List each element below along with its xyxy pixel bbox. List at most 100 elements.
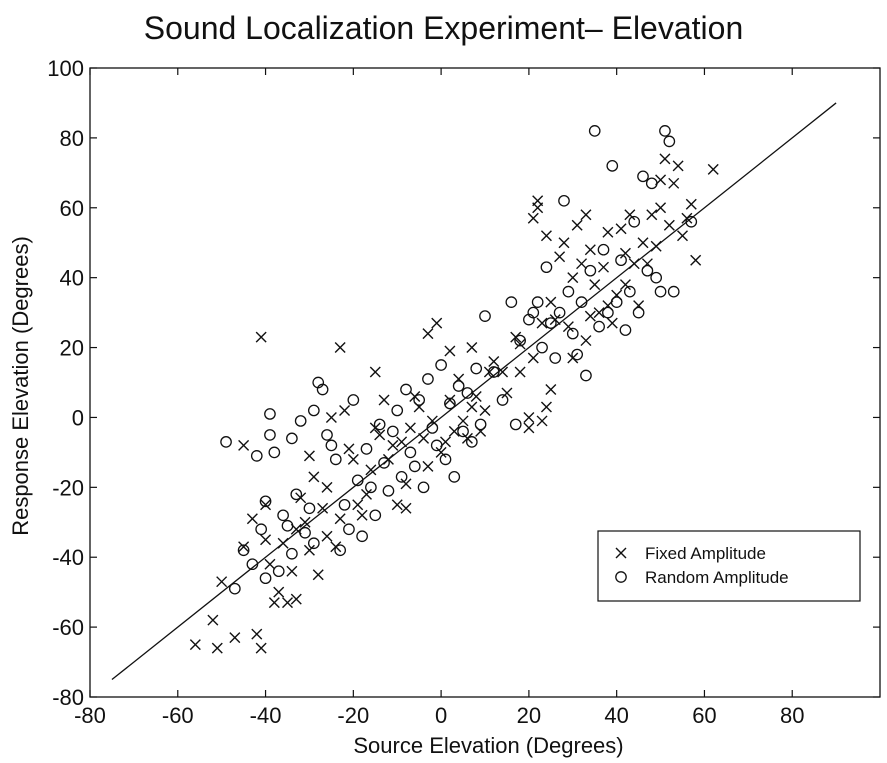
data-point-fixed-amplitude xyxy=(343,443,355,455)
y-tick-label: 60 xyxy=(60,196,84,221)
data-point-random-amplitude xyxy=(382,484,395,497)
data-point-random-amplitude xyxy=(575,296,588,308)
data-point-fixed-amplitude xyxy=(488,356,500,368)
data-point-random-amplitude xyxy=(307,537,320,550)
data-point-random-amplitude xyxy=(417,481,430,494)
data-point-random-amplitude xyxy=(615,254,627,267)
data-point-fixed-amplitude xyxy=(238,541,250,553)
data-point-fixed-amplitude xyxy=(246,513,258,525)
legend-marker-fixed-amplitude xyxy=(615,547,627,559)
data-point-fixed-amplitude xyxy=(457,415,469,427)
y-tick-label: 80 xyxy=(60,126,84,151)
data-point-fixed-amplitude xyxy=(303,544,315,556)
data-point-fixed-amplitude xyxy=(374,429,386,441)
data-point-random-amplitude xyxy=(496,394,509,406)
data-point-random-amplitude xyxy=(286,547,298,560)
data-point-random-amplitude xyxy=(474,418,487,431)
data-points xyxy=(189,125,719,654)
data-point-random-amplitude xyxy=(663,135,676,148)
data-point-fixed-amplitude xyxy=(479,404,491,416)
data-point-fixed-amplitude xyxy=(540,401,552,413)
plot-frame xyxy=(89,67,881,698)
data-point-fixed-amplitude xyxy=(602,226,614,238)
data-point-fixed-amplitude xyxy=(514,366,526,378)
data-point-fixed-amplitude xyxy=(352,499,364,511)
data-point-random-amplitude xyxy=(338,498,351,511)
data-point-random-amplitude xyxy=(360,443,373,455)
data-point-fixed-amplitude xyxy=(387,439,399,451)
data-point-random-amplitude xyxy=(378,457,390,469)
data-point-fixed-amplitude xyxy=(668,177,680,189)
legend-symbol xyxy=(615,547,627,559)
data-point-fixed-amplitude xyxy=(189,639,201,651)
data-point-fixed-amplitude xyxy=(514,338,526,350)
data-point-random-amplitude xyxy=(641,264,654,277)
data-point-fixed-amplitude xyxy=(536,415,548,427)
data-point-random-amplitude xyxy=(373,418,386,431)
data-point-fixed-amplitude xyxy=(584,244,596,256)
data-point-random-amplitude xyxy=(505,296,518,308)
data-point-random-amplitude xyxy=(303,502,316,515)
legend: Fixed Amplitude Random Amplitude xyxy=(597,530,861,602)
axes xyxy=(89,67,881,698)
data-point-fixed-amplitude xyxy=(255,642,267,654)
data-point-random-amplitude xyxy=(685,215,698,228)
data-point-fixed-amplitude xyxy=(303,450,315,462)
data-point-fixed-amplitude xyxy=(282,597,293,609)
data-point-fixed-amplitude xyxy=(268,597,280,609)
data-point-fixed-amplitude xyxy=(558,237,570,249)
data-point-random-amplitude xyxy=(479,310,491,322)
x-tick-label: -60 xyxy=(162,703,194,728)
data-point-fixed-amplitude xyxy=(317,502,329,514)
data-point-fixed-amplitude xyxy=(501,387,513,399)
data-point-fixed-amplitude xyxy=(273,586,285,598)
data-point-fixed-amplitude xyxy=(527,212,539,224)
data-point-random-amplitude xyxy=(334,544,347,557)
data-point-random-amplitude xyxy=(321,429,333,441)
legend-box xyxy=(597,530,861,602)
data-point-fixed-amplitude xyxy=(497,366,509,378)
data-point-fixed-amplitude xyxy=(264,558,276,570)
data-point-fixed-amplitude xyxy=(562,321,574,333)
data-point-random-amplitude xyxy=(329,453,342,466)
data-point-random-amplitude xyxy=(562,285,575,298)
data-point-fixed-amplitude xyxy=(554,251,566,263)
data-point-random-amplitude xyxy=(602,306,614,319)
data-point-random-amplitude xyxy=(343,523,355,536)
y-tick-label: -40 xyxy=(52,545,84,570)
data-point-fixed-amplitude xyxy=(339,404,351,416)
data-point-random-amplitude xyxy=(400,383,412,396)
data-point-fixed-amplitude xyxy=(378,394,390,406)
data-point-fixed-amplitude xyxy=(334,513,346,525)
data-point-random-amplitude xyxy=(527,306,540,319)
data-point-fixed-amplitude xyxy=(690,254,702,266)
data-point-fixed-amplitude xyxy=(606,317,618,329)
data-point-fixed-amplitude xyxy=(584,310,596,322)
data-point-fixed-amplitude xyxy=(707,163,719,175)
data-point-random-amplitude xyxy=(659,125,671,137)
x-tick-label: 20 xyxy=(517,703,541,728)
data-point-random-amplitude xyxy=(268,446,281,459)
data-point-fixed-amplitude xyxy=(545,383,557,395)
data-point-fixed-amplitude xyxy=(325,411,337,423)
data-point-fixed-amplitude xyxy=(527,352,539,364)
data-point-fixed-amplitude xyxy=(334,342,346,354)
data-point-random-amplitude xyxy=(637,170,649,183)
legend-label-fixed-amplitude: Fixed Amplitude xyxy=(645,544,766,563)
data-point-random-amplitude xyxy=(264,429,276,441)
data-point-random-amplitude xyxy=(391,404,404,417)
data-point-random-amplitude xyxy=(264,408,276,420)
legend-marker-random-amplitude xyxy=(615,571,627,583)
data-point-fixed-amplitude xyxy=(589,279,601,291)
data-point-random-amplitude xyxy=(465,436,478,448)
data-point-fixed-amplitude xyxy=(404,422,416,434)
chart-title: Sound Localization Experiment– Elevation xyxy=(143,10,744,46)
data-point-fixed-amplitude xyxy=(567,272,579,284)
data-point-random-amplitude xyxy=(588,125,601,137)
data-point-random-amplitude xyxy=(325,439,338,452)
data-point-random-amplitude xyxy=(259,572,272,585)
data-point-fixed-amplitude xyxy=(532,195,544,207)
data-point-random-amplitude xyxy=(470,362,483,375)
data-point-fixed-amplitude xyxy=(444,394,456,406)
